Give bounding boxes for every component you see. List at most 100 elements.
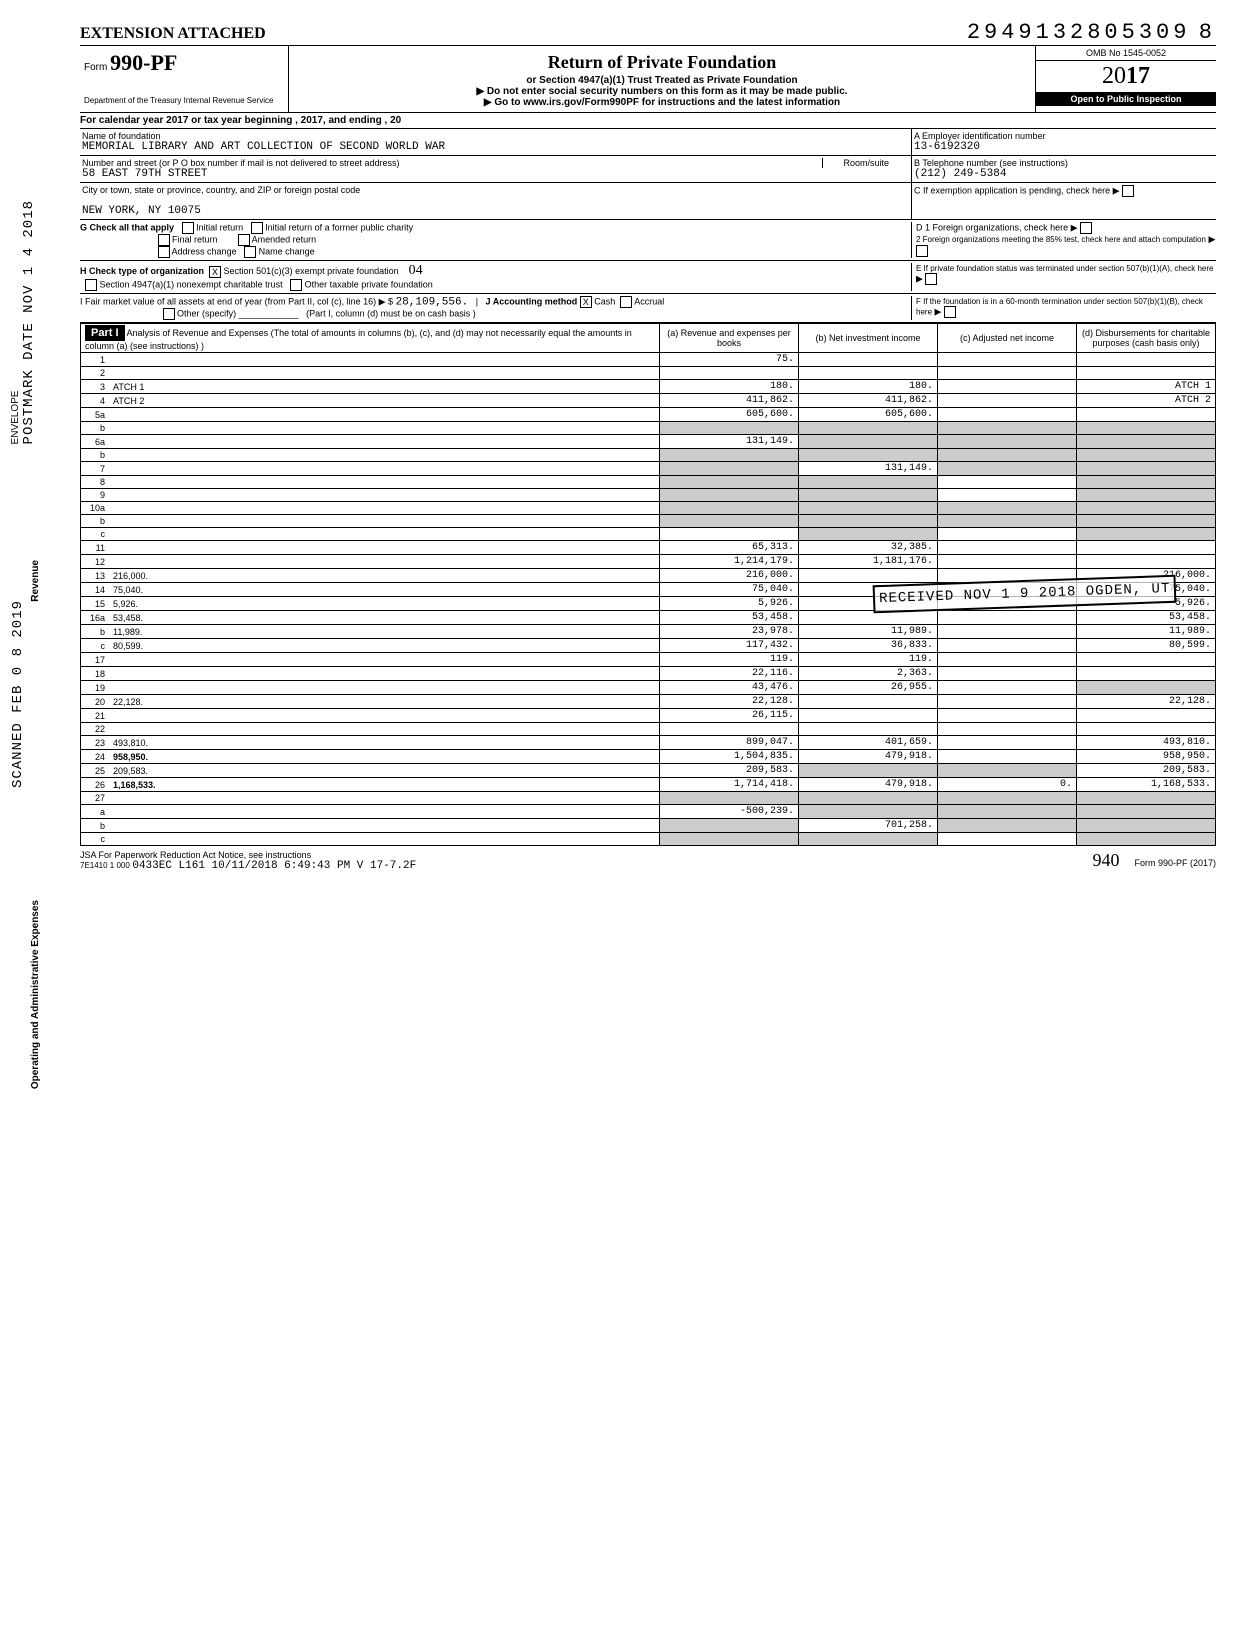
row-desc (109, 555, 660, 569)
dln-number: 2949132805309 (967, 20, 1191, 45)
row-desc (109, 502, 660, 515)
row-col-c (938, 611, 1077, 625)
d2-checkbox[interactable] (916, 245, 928, 257)
d1-checkbox[interactable] (1080, 222, 1092, 234)
handwritten-number: 940 (1092, 850, 1119, 870)
row-num: 9 (81, 489, 110, 502)
row-desc (109, 681, 660, 695)
row-col-b: 1,181,176. (799, 555, 938, 569)
part1-label: Part I (85, 325, 125, 341)
addr-change-checkbox[interactable] (158, 246, 170, 258)
row-col-a: 131,149. (660, 435, 799, 449)
final-return-checkbox[interactable] (158, 234, 170, 246)
room-label: Room/suite (822, 158, 909, 168)
row-desc (109, 805, 660, 819)
accrual-checkbox[interactable] (620, 296, 632, 308)
row-col-d (1077, 435, 1216, 449)
cash-checkbox[interactable]: X (580, 296, 592, 308)
row-desc: 1,168,533. (109, 778, 660, 792)
row-col-a (660, 528, 799, 541)
row-col-b (799, 422, 938, 435)
part1-note: (Part I, column (d) must be on cash basi… (306, 309, 476, 319)
other-method-checkbox[interactable] (163, 308, 175, 320)
h-label: H Check type of organization (80, 266, 204, 276)
row-col-c (938, 394, 1077, 408)
row-num: 10a (81, 502, 110, 515)
row-col-b (799, 489, 938, 502)
row-col-a: 1,714,418. (660, 778, 799, 792)
row-col-d (1077, 422, 1216, 435)
row-col-d (1077, 541, 1216, 555)
row-col-c (938, 625, 1077, 639)
e-checkbox[interactable] (925, 273, 937, 285)
row-col-a: 65,313. (660, 541, 799, 555)
row-num: 13 (81, 569, 110, 583)
row-col-b: 180. (799, 380, 938, 394)
row-col-c (938, 695, 1077, 709)
row-col-b (799, 476, 938, 489)
row-num: c (81, 833, 110, 846)
row-num: b (81, 449, 110, 462)
row-col-c (938, 502, 1077, 515)
row-num: 1 (81, 353, 110, 367)
calendar-year-line: For calendar year 2017 or tax year begin… (80, 113, 1216, 129)
fmv-value: 28,109,556. (396, 296, 469, 308)
row-col-a: 209,583. (660, 764, 799, 778)
s4947: Section 4947(a)(1) nonexempt charitable … (100, 279, 283, 289)
city-value: NEW YORK, NY 10075 (82, 205, 201, 217)
initial-return-checkbox[interactable] (182, 222, 194, 234)
row-desc: 493,810. (109, 736, 660, 750)
scanned-margin: SCANNED FEB 0 8 2019 (10, 600, 26, 788)
row-col-b (799, 723, 938, 736)
row-num: 2 (81, 367, 110, 380)
row-col-a: 26,115. (660, 709, 799, 723)
row-col-a (660, 819, 799, 833)
row-col-a: 117,432. (660, 639, 799, 653)
row-desc (109, 476, 660, 489)
row-col-b (799, 792, 938, 805)
row-col-d: 209,583. (1077, 764, 1216, 778)
row-desc (109, 408, 660, 422)
ein-value: 13-6192320 (914, 141, 980, 153)
row-col-c (938, 639, 1077, 653)
row-num: 18 (81, 667, 110, 681)
row-num: 21 (81, 709, 110, 723)
name-label: Name of foundation (82, 131, 161, 141)
initial-former-checkbox[interactable] (251, 222, 263, 234)
c-checkbox[interactable] (1122, 185, 1134, 197)
name-change: Name change (259, 246, 315, 256)
f-label: F If the foundation is in a 60‑month ter… (916, 297, 1203, 316)
form-prefix: Form (84, 62, 107, 73)
row-col-d (1077, 819, 1216, 833)
name-change-checkbox[interactable] (244, 246, 256, 258)
row-col-d (1077, 653, 1216, 667)
row-col-a: 605,600. (660, 408, 799, 422)
row-col-d (1077, 408, 1216, 422)
row-col-d (1077, 502, 1216, 515)
cash-label: Cash (594, 296, 615, 306)
row-col-a: 1,504,835. (660, 750, 799, 764)
row-col-c (938, 422, 1077, 435)
s501-checkbox[interactable]: X (209, 266, 221, 278)
s4947-checkbox[interactable] (85, 279, 97, 291)
row-col-a: 23,978. (660, 625, 799, 639)
row-col-d (1077, 667, 1216, 681)
year-bold: 17 (1126, 63, 1150, 89)
other-tax-checkbox[interactable] (290, 279, 302, 291)
f-checkbox[interactable] (944, 306, 956, 318)
row-num: 6a (81, 435, 110, 449)
row-desc (109, 792, 660, 805)
subtitle-1: or Section 4947(a)(1) Trust Treated as P… (293, 75, 1031, 86)
row-col-c (938, 476, 1077, 489)
row-col-c (938, 681, 1077, 695)
row-col-b: 2,363. (799, 667, 938, 681)
row-col-a: 75,040. (660, 583, 799, 597)
row-desc: 53,458. (109, 611, 660, 625)
row-desc: ATCH 1 (109, 380, 660, 394)
paperwork-notice: JSA For Paperwork Reduction Act Notice, … (80, 850, 311, 860)
amended-checkbox[interactable] (238, 234, 250, 246)
row-col-b: 605,600. (799, 408, 938, 422)
row-col-c (938, 489, 1077, 502)
row-col-d (1077, 723, 1216, 736)
row-num: 19 (81, 681, 110, 695)
